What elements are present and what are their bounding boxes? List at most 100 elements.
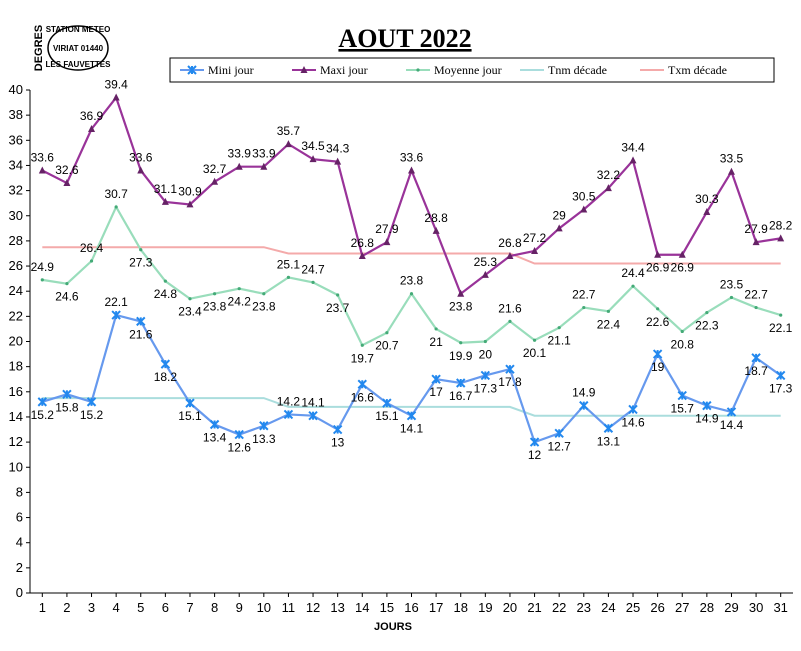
mini-jour-data-label: 18.2 (154, 370, 178, 384)
x-tick-label: 31 (773, 600, 787, 615)
maxi-jour-data-label: 27.9 (744, 222, 768, 236)
series-layer: 24.924.626.430.727.324.823.4 23.8 24.2 23.8… (31, 78, 793, 463)
moyenne-jour-marker (729, 295, 734, 300)
maxi-jour-data-label: 33.6 (129, 150, 153, 164)
maxi-jour-marker (161, 197, 169, 205)
moyenne-jour-marker (532, 338, 537, 342)
maxi-jour-data-label: 26.9 (646, 261, 670, 275)
x-tick-label: 14 (355, 600, 369, 615)
mini-jour-marker (37, 397, 48, 407)
moyenne-jour-data-label: 19.9 (449, 349, 473, 363)
x-tick-label: 22 (552, 600, 566, 615)
y-tick-label: 8 (16, 484, 23, 499)
mini-jour-marker (187, 65, 197, 75)
maxi-jour-data-label: 27.9 (375, 222, 399, 236)
moyenne-jour-marker (416, 68, 420, 72)
mini-jour-data-label: 17 (429, 385, 443, 399)
moyenne-jour-data-label: 24.4 (621, 266, 645, 280)
mini-jour-data-label: 15.2 (80, 408, 104, 422)
mini-jour-data-label: 12 (528, 448, 542, 462)
moyenne-jour-marker (114, 205, 118, 209)
mini-jour-marker (480, 370, 491, 381)
moyenne-jour-data-label: 23.8 (252, 300, 276, 314)
x-axis-label: JOURS (374, 621, 412, 633)
x-tick-label: 24 (601, 600, 615, 615)
x-tick-label: 16 (404, 600, 418, 615)
moyenne-jour-marker (483, 339, 487, 344)
x-tick-label: 8 (211, 600, 218, 615)
moyenne-jour-marker (656, 307, 660, 311)
moyenne-jour-marker (754, 305, 758, 310)
moyenne-jour-marker (89, 259, 94, 263)
maxi-jour-data-label: 33.9 (252, 147, 276, 161)
y-tick-label: 26 (9, 258, 23, 273)
y-tick-label: 2 (16, 560, 23, 575)
maxi-jour-marker (38, 166, 46, 174)
x-tick-label: 18 (453, 600, 467, 615)
x-tick-label: 1 (39, 600, 46, 615)
maxi-jour-data-label: 32.7 (203, 162, 227, 176)
maxi-jour-marker (260, 162, 268, 170)
mini-jour-marker (726, 407, 737, 417)
moyenne-jour-data-label: 23.4 (178, 305, 202, 319)
moyenne-jour-marker (557, 326, 561, 330)
moyenne-jour-marker (188, 297, 192, 301)
maxi-jour-marker (309, 155, 317, 163)
moyenne-jour-marker (705, 310, 709, 315)
x-tick-label: 30 (749, 600, 763, 615)
mini-jour-data-label: 14.4 (720, 418, 744, 432)
mini-jour-marker (456, 378, 466, 388)
x-tick-label: 2 (63, 600, 70, 615)
legend-item-moyenne-jour: Moyenne jour (406, 63, 502, 77)
x-tick-label: 4 (113, 600, 120, 615)
chart-title: AOUT 2022 (338, 24, 471, 53)
legend-label: Moyenne jour (434, 63, 502, 77)
maxi-jour-marker (506, 251, 514, 259)
x-tick-label: 10 (257, 600, 271, 615)
x-tick-label: 5 (137, 600, 144, 615)
moyenne-jour-marker (212, 292, 217, 296)
x-tick-label: 17 (429, 600, 443, 615)
mini-jour-data-label: 12.6 (228, 441, 252, 455)
moyenne-jour-data-label: 23.7 (326, 301, 350, 315)
mini-jour-marker (259, 421, 269, 431)
y-tick-label: 22 (9, 308, 23, 323)
mini-jour-data-label: 18.7 (744, 364, 768, 378)
x-tick-label: 12 (306, 600, 320, 615)
mini-jour-data-label: 15.1 (178, 409, 202, 423)
moyenne-jour-marker (163, 279, 167, 283)
moyenne-jour-marker (582, 305, 586, 310)
moyenne-jour-data-label: 20 (479, 348, 493, 362)
mini-jour-marker (357, 379, 367, 389)
moyenne-jour-data-label: 21.6 (498, 301, 522, 315)
moyenne-jour-marker (385, 331, 389, 335)
maxi-jour-marker (137, 166, 145, 174)
mini-jour-marker (529, 437, 540, 447)
x-tick-label: 9 (236, 600, 243, 615)
x-tick-label: 29 (724, 600, 738, 615)
mini-jour-marker (775, 370, 786, 381)
y-tick-label: 30 (9, 208, 23, 223)
mini-jour-data-label: 17.8 (498, 375, 522, 389)
stamp-line1: STATION METEO (46, 25, 111, 34)
moyenne-jour-marker (237, 287, 241, 291)
mini-jour-marker (234, 429, 244, 440)
maxi-jour-data-label: 28.8 (424, 211, 448, 225)
legend-label: Maxi jour (320, 63, 368, 77)
x-tick-label: 19 (478, 600, 492, 615)
moyenne-jour-marker (360, 343, 364, 347)
legend: Mini jour Maxi jour Moyenne jour Tnm décade… (169, 57, 775, 83)
txm-d-cade-line (42, 246, 781, 265)
mini-jour-marker (283, 409, 294, 420)
mini-jour-data-label: 22.1 (104, 295, 128, 309)
legend-item-maxi-jour: Maxi jour (292, 63, 368, 77)
y-tick-label: 36 (9, 132, 23, 147)
moyenne-jour-data-label: 23.5 (720, 277, 744, 291)
moyenne-jour-marker (139, 248, 143, 252)
moyenne-jour-marker (779, 313, 783, 317)
mini-jour-data-label: 13 (331, 436, 345, 450)
maxi-jour-data-label: 36.9 (80, 109, 104, 123)
mini-jour-data-label: 12.7 (547, 439, 571, 453)
